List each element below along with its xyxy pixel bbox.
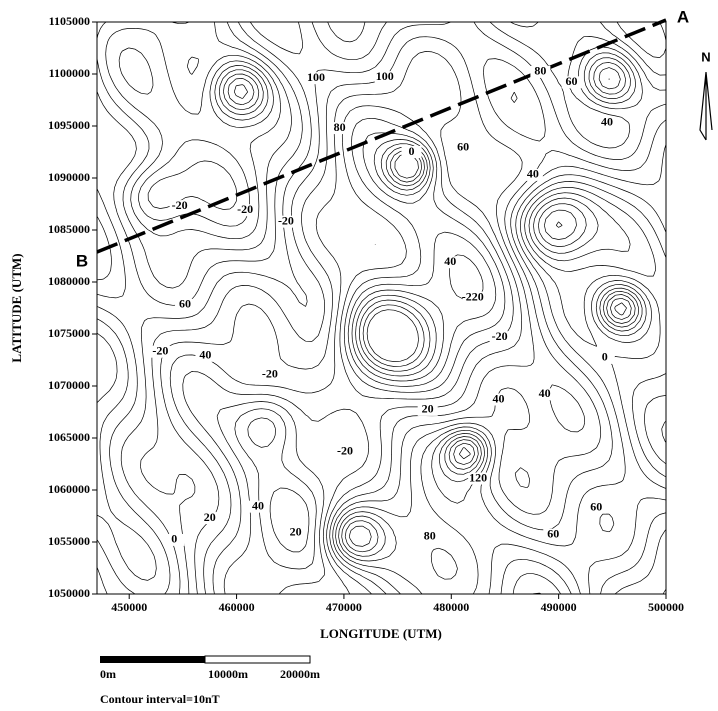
y-tick-label: 1075000 [48, 326, 90, 340]
x-tick-label: 450000 [111, 600, 147, 614]
contour-label: 0 [171, 532, 177, 546]
y-tick-label: 1080000 [48, 274, 90, 288]
contour-label: 20 [204, 510, 216, 524]
contour-label: 60 [547, 526, 559, 540]
contour-label: 40 [252, 498, 264, 512]
north-arrow [700, 72, 712, 140]
contour-label: 60 [566, 74, 578, 88]
contour-label: 60 [179, 297, 191, 311]
contour-label: 40 [199, 348, 211, 362]
y-tick-label: 1070000 [48, 378, 90, 392]
contour-label: -20 [172, 198, 188, 212]
contour-label: 80 [424, 529, 436, 543]
contour-label: -220 [462, 289, 484, 303]
contour-label: -20 [152, 343, 168, 357]
north-label: N [701, 49, 710, 64]
contour-label: 40 [444, 254, 456, 268]
y-tick-label: 1095000 [48, 118, 90, 132]
contour-label: -20 [237, 202, 253, 216]
x-tick-label: 470000 [326, 600, 362, 614]
x-tick-label: 490000 [541, 600, 577, 614]
y-tick-label: 1065000 [48, 430, 90, 444]
contour-label: 100 [307, 70, 325, 84]
scale-bar-white [205, 656, 310, 663]
contour-interval-note: Contour interval=10nT [100, 692, 220, 706]
x-tick-label: 460000 [219, 600, 255, 614]
contour-label: 40 [539, 386, 551, 400]
y-tick-label: 1060000 [48, 482, 90, 496]
scale-label: 20000m [280, 667, 320, 681]
contour-label: 120 [469, 470, 487, 484]
y-axis-title: LATITUDE (UTM) [9, 253, 24, 362]
contour-label: -20 [337, 443, 353, 457]
y-tick-label: 1085000 [48, 222, 90, 236]
contour-label: 40 [527, 167, 539, 181]
contour-label: 0 [409, 144, 415, 158]
profile-end: A [677, 7, 689, 26]
contour-label: 80 [534, 64, 546, 78]
contour-label: 0 [602, 350, 608, 364]
profile-line [97, 20, 666, 252]
contour-label: 20 [290, 524, 302, 538]
y-tick-label: 1090000 [48, 170, 90, 184]
x-tick-label: 500000 [648, 600, 684, 614]
y-tick-label: 1055000 [48, 534, 90, 548]
contour-label: -20 [278, 213, 294, 227]
x-tick-label: 480000 [433, 600, 469, 614]
scale-bar-black [100, 656, 205, 663]
contour-label: 60 [590, 499, 602, 513]
y-tick-label: 1050000 [48, 586, 90, 600]
contour-label: 40 [493, 391, 505, 405]
scale-label: 0m [100, 667, 116, 681]
contour-label: 20 [422, 402, 434, 416]
y-tick-label: 1105000 [49, 14, 90, 28]
map: A B N LONGITUDE (UTM) LATITUDE (UTM) 0m … [0, 0, 718, 711]
contour-label: 40 [601, 115, 613, 129]
y-tick-label: 1100000 [49, 66, 90, 80]
profile-start: B [76, 251, 88, 270]
contour-label: 100 [376, 69, 394, 83]
contour-label: -20 [262, 366, 278, 380]
scale-label: 10000m [208, 667, 248, 681]
contour-label: 60 [457, 140, 469, 154]
contour-label: -20 [492, 329, 508, 343]
x-axis-title: LONGITUDE (UTM) [320, 626, 442, 641]
contour-label: 80 [334, 120, 346, 134]
